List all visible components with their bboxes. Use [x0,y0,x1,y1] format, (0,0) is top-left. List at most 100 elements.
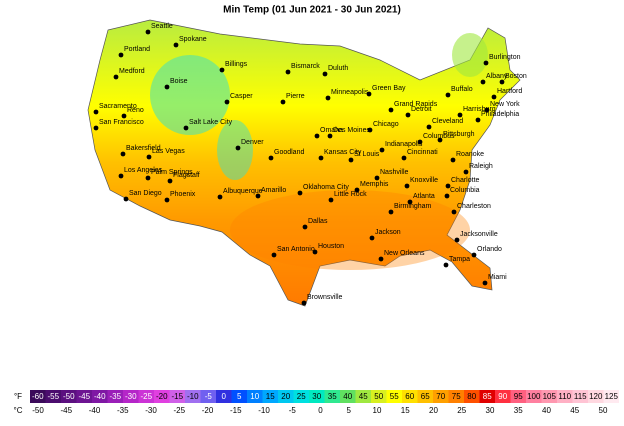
city-label: Flagstaff [173,172,200,179]
legend-f-label: 35 [328,392,337,401]
city-label: Hartford [497,88,522,95]
legend-f-label: 30 [312,392,321,401]
city-label: Chicago [373,121,399,128]
legend-f-label: 5 [237,392,242,401]
city-label: Brownsville [307,294,343,301]
city-dot [271,252,277,258]
legend-swatch [402,390,418,403]
legend-swatch [216,390,232,403]
legend-f-label: -30 [125,392,137,401]
legend-swatch [293,390,309,403]
city-dot [93,125,99,131]
city-label: Minneapolis [331,89,369,96]
legend-swatch [262,390,278,403]
city-dot [123,196,129,202]
legend-c-label: 5 [347,406,352,415]
city-dot [164,84,170,90]
city-dot [484,107,490,113]
legend-f-label: 105 [543,392,557,401]
city-dot [285,69,291,75]
legend-swatch [309,390,325,403]
city-dot [302,224,308,230]
city-label: Nashville [380,169,409,176]
legend-c-label: 35 [514,406,523,415]
city-dot [463,169,469,175]
legend-swatch [76,390,92,403]
city-label: Pittsburgh [443,131,475,138]
city-label: Knoxville [410,177,438,184]
legend-swatch [603,390,619,403]
legend-swatch [247,390,263,403]
legend-f-label: 65 [421,392,430,401]
legend-f-label: 15 [266,392,275,401]
legend-c-label: 10 [373,406,382,415]
legend-c-label: 45 [570,406,579,415]
city-dot [173,42,179,48]
city-label: Little Rock [334,191,367,198]
city-dot [499,79,505,85]
legend: °F°C-60 -55 -50 -45 -40 -35 -30 -25 -20 -15 -10 -5 0… [14,390,619,415]
city-label: Harrisburg [463,106,496,113]
city-dot [145,29,151,35]
legend-f-label: -40 [94,392,106,401]
city-dot [367,127,373,133]
city-label: Los Angeles [124,167,163,174]
city-label: New York [490,101,520,108]
city-dot [437,137,443,143]
legend-c-label: 50 [599,406,608,415]
city-label: New Orleans [384,250,425,257]
city-dot [93,109,99,115]
city-label: Oklahoma City [303,184,349,191]
city-label: Houston [318,243,344,250]
city-label: Amarillo [261,187,286,194]
city-label: Albany [486,73,508,80]
city-dot [475,117,481,123]
legend-f-label: 120 [589,392,603,401]
legend-f-label: 60 [405,392,414,401]
city-dot [404,183,410,189]
legend-f-label: -45 [78,392,90,401]
city-dot [401,155,407,161]
legend-f-label: 80 [467,392,476,401]
city-dot [314,133,320,139]
city-dot [354,187,360,193]
city-dot [379,147,385,153]
city-dot [328,197,334,203]
legend-swatch [417,390,433,403]
city-label: Pierre [286,93,305,100]
legend-c-label: 25 [457,406,466,415]
city-dot [235,145,241,151]
legend-f-label: 55 [390,392,399,401]
city-label: Sacramento [99,103,137,110]
city-dot [480,79,486,85]
city-label: Charlotte [451,177,480,184]
legend-c-label: -15 [230,406,242,415]
legend-c-label: -45 [60,406,72,415]
legend-swatch [138,390,154,403]
city-label: Boise [170,78,188,85]
city-label: Spokane [179,36,207,43]
city-label: Kansas City [324,149,362,156]
legend-f-label: -5 [205,392,213,401]
legend-swatch [200,390,216,403]
legend-f-label: 125 [605,392,619,401]
city-label: Palm Springs [151,169,193,176]
city-label: Orlando [477,246,502,253]
city-label: Seattle [151,23,173,30]
legend-c-label: -5 [289,406,297,415]
city-dot [369,235,375,241]
legend-c-label: -20 [202,406,214,415]
legend-f-label: 70 [436,392,445,401]
legend-swatch [61,390,77,403]
legend-swatch [123,390,139,403]
city-label: Detroit [411,106,432,113]
legend-f-label: -35 [109,392,121,401]
city-label: San Antonio [277,246,315,253]
f-unit: °F [14,392,22,401]
city-dot [297,190,303,196]
legend-c-label: -10 [258,406,270,415]
legend-swatch [340,390,356,403]
city-dot [280,99,286,105]
legend-f-label: -55 [47,392,59,401]
city-dot [444,193,450,199]
